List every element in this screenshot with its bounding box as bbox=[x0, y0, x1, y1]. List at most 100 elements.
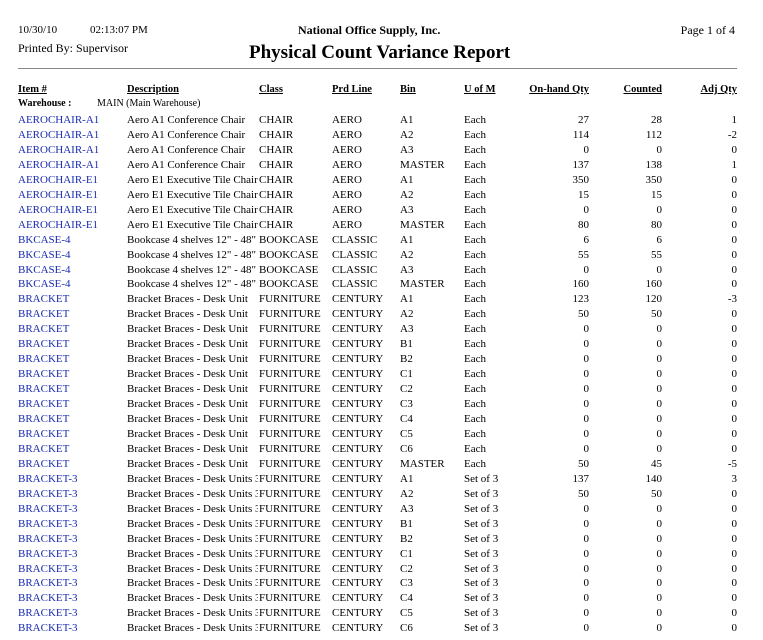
unit-of-measure: Each bbox=[464, 128, 486, 141]
on-hand-qty: 6 bbox=[583, 233, 590, 246]
bin: C6 bbox=[400, 622, 413, 635]
bin: A3 bbox=[400, 263, 414, 276]
on-hand-qty: 137 bbox=[572, 158, 590, 171]
description: Aero A1 Conference Chair bbox=[127, 128, 246, 141]
description: Bookcase 4 shelves 12" - 48" bbox=[127, 263, 257, 276]
unit-of-measure: Set of 3 bbox=[464, 532, 499, 545]
bin: C2 bbox=[400, 383, 413, 396]
unit-of-measure: Set of 3 bbox=[464, 622, 499, 635]
item-number: BKCASE-4 bbox=[18, 263, 71, 276]
bin: C5 bbox=[400, 427, 413, 440]
counted-qty: 0 bbox=[656, 517, 663, 530]
item-number: BRACKET-3 bbox=[18, 592, 78, 605]
product-line: AERO bbox=[332, 143, 362, 156]
adjust-qty: -3 bbox=[727, 293, 737, 306]
on-hand-qty: 0 bbox=[583, 263, 590, 276]
bin: B2 bbox=[400, 532, 413, 545]
product-line: CENTURY bbox=[332, 293, 384, 306]
unit-of-measure: Each bbox=[464, 383, 486, 396]
counted-qty: 15 bbox=[651, 188, 662, 201]
adjust-qty: 0 bbox=[731, 203, 738, 216]
counted-qty: 0 bbox=[656, 368, 663, 381]
product-line: CENTURY bbox=[332, 457, 384, 470]
column-header: Prd Line bbox=[332, 84, 372, 95]
unit-of-measure: Each bbox=[464, 248, 486, 261]
on-hand-qty: 0 bbox=[583, 203, 590, 216]
item-number: BRACKET bbox=[18, 442, 70, 455]
description: Bracket Braces - Desk Unit bbox=[127, 383, 248, 396]
description: Bracket Braces - Desk Units 3 bbox=[127, 547, 258, 560]
item-number: BRACKET bbox=[18, 427, 70, 440]
bin: B1 bbox=[400, 517, 413, 530]
counted-qty: 0 bbox=[656, 622, 663, 635]
class: FURNITURE bbox=[259, 338, 321, 351]
description: Bracket Braces - Desk Unit bbox=[127, 457, 248, 470]
class: FURNITURE bbox=[259, 383, 321, 396]
class: FURNITURE bbox=[259, 457, 321, 470]
on-hand-qty: 0 bbox=[583, 323, 590, 336]
product-line: CENTURY bbox=[332, 547, 384, 560]
on-hand-qty: 50 bbox=[578, 487, 589, 500]
unit-of-measure: Each bbox=[464, 457, 486, 470]
unit-of-measure: Each bbox=[464, 278, 486, 291]
adjust-qty: 0 bbox=[731, 547, 738, 560]
class: FURNITURE bbox=[259, 562, 321, 575]
counted-qty: 0 bbox=[656, 427, 663, 440]
counted-qty: 0 bbox=[656, 398, 663, 411]
warehouse-name: MAIN (Main Warehouse) bbox=[97, 98, 201, 109]
product-line: CENTURY bbox=[332, 427, 384, 440]
item-number: AEROCHAIR-A1 bbox=[18, 114, 100, 126]
counted-qty: 0 bbox=[656, 562, 663, 575]
bin: C1 bbox=[400, 368, 413, 381]
column-header: Adj Qty bbox=[700, 84, 737, 95]
bin: A3 bbox=[400, 502, 414, 515]
description: Bracket Braces - Desk Units 3 bbox=[127, 532, 258, 545]
item-number: BRACKET-3 bbox=[18, 547, 78, 560]
description: Bookcase 4 shelves 12" - 48" bbox=[127, 248, 257, 261]
bin: B2 bbox=[400, 353, 413, 366]
class: FURNITURE bbox=[259, 517, 321, 530]
on-hand-qty: 0 bbox=[583, 547, 590, 560]
product-line: CENTURY bbox=[332, 368, 384, 381]
item-number: AEROCHAIR-E1 bbox=[18, 218, 99, 231]
description: Aero A1 Conference Chair bbox=[127, 143, 246, 156]
bin: C4 bbox=[400, 592, 413, 605]
item-number: AEROCHAIR-E1 bbox=[18, 203, 99, 216]
product-line: CENTURY bbox=[332, 622, 384, 635]
product-line: CLASSIC bbox=[332, 248, 378, 261]
item-number: AEROCHAIR-A1 bbox=[18, 158, 100, 171]
report-title: Physical Count Variance Report bbox=[249, 42, 511, 63]
item-number: BKCASE-4 bbox=[18, 233, 71, 246]
adjust-qty: 0 bbox=[731, 323, 738, 336]
class: FURNITURE bbox=[259, 398, 321, 411]
unit-of-measure: Each bbox=[464, 338, 486, 351]
class: CHAIR bbox=[259, 218, 294, 231]
unit-of-measure: Set of 3 bbox=[464, 487, 499, 500]
unit-of-measure: Each bbox=[464, 368, 486, 381]
product-line: AERO bbox=[332, 128, 362, 141]
bin: MASTER bbox=[400, 158, 445, 171]
bin: A1 bbox=[400, 293, 414, 306]
class: CHAIR bbox=[259, 173, 294, 186]
on-hand-qty: 0 bbox=[583, 622, 590, 635]
adjust-qty: 0 bbox=[731, 233, 738, 246]
class: CHAIR bbox=[259, 203, 294, 216]
class: FURNITURE bbox=[259, 487, 321, 500]
bin: A2 bbox=[400, 248, 414, 261]
class: FURNITURE bbox=[259, 308, 321, 321]
unit-of-measure: Each bbox=[464, 427, 486, 440]
on-hand-qty: 0 bbox=[583, 368, 590, 381]
description: Bracket Braces - Desk Unit bbox=[127, 293, 248, 306]
product-line: CENTURY bbox=[332, 398, 384, 411]
product-line: CENTURY bbox=[332, 308, 384, 321]
description: Bracket Braces - Desk Unit bbox=[127, 413, 248, 425]
description: Bracket Braces - Desk Unit bbox=[127, 353, 248, 366]
item-number: BRACKET bbox=[18, 308, 70, 321]
class: FURNITURE bbox=[259, 577, 321, 590]
description: Bracket Braces - Desk Units 3 bbox=[127, 607, 258, 620]
product-line: CENTURY bbox=[332, 442, 384, 455]
counted-qty: 0 bbox=[656, 338, 663, 351]
unit-of-measure: Each bbox=[464, 173, 486, 186]
description: Bracket Braces - Desk Units 3 bbox=[127, 487, 258, 500]
item-number: BRACKET-3 bbox=[18, 532, 78, 545]
